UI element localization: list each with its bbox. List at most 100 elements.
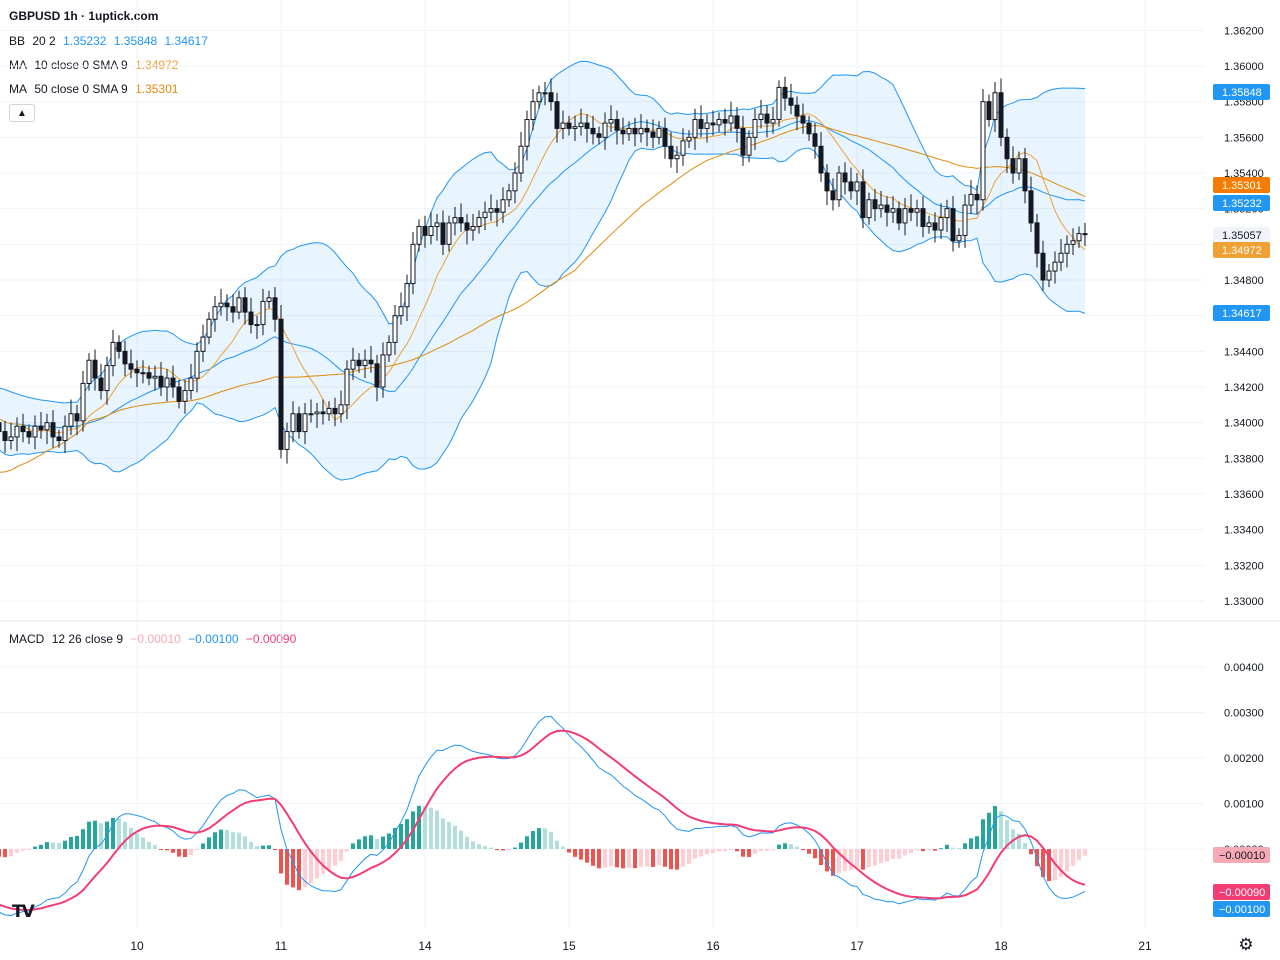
macd-hist-bar	[1023, 842, 1027, 849]
candle-body	[710, 122, 716, 126]
candle-body	[242, 297, 248, 313]
macd-hist-bar	[573, 849, 577, 857]
macd-hist-bar	[957, 848, 961, 850]
tradingview-logo-icon[interactable]: TV	[12, 902, 35, 922]
candle-body	[200, 336, 206, 352]
macd-hist-bar	[81, 829, 85, 849]
price-axis-tick: 1.34400	[1224, 346, 1264, 358]
candle-body	[374, 363, 380, 388]
candle-body	[50, 422, 56, 438]
macd-hist-bar	[1077, 849, 1081, 861]
time-axis-tick: 11	[275, 939, 288, 953]
macd-hist-bar	[495, 849, 499, 851]
candle-body	[308, 413, 314, 416]
macd-hist-bar	[831, 849, 835, 876]
candle-body	[728, 115, 734, 124]
macd-hist-bar	[255, 846, 259, 849]
price-tag-bg	[1213, 227, 1270, 243]
legend-bb-lower: 1.34617	[164, 34, 208, 48]
macd-hist-bar	[99, 823, 103, 849]
candle-body	[818, 145, 824, 174]
macd-hist-bar	[999, 811, 1003, 849]
legend-ma50-value: 1.35301	[135, 82, 179, 96]
candle-body	[896, 208, 902, 224]
candle-body	[428, 226, 434, 236]
legend-ma50[interactable]: MA 50 close 0 SMA 9 1.35301	[9, 82, 182, 96]
macd-axis-tick: 0.00100	[1224, 799, 1264, 811]
candle-body	[86, 359, 92, 384]
macd-hist-bar	[15, 849, 19, 853]
candle-body	[854, 181, 860, 192]
legend-ma10-name: MA	[9, 58, 27, 72]
candle-body	[656, 127, 662, 138]
macd-axis-tick: 0.00200	[1224, 753, 1264, 765]
candle-body	[674, 154, 680, 160]
candle-body	[998, 92, 1004, 138]
macd-hist-bar	[1041, 849, 1045, 878]
candle-body	[704, 122, 710, 129]
macd-hist-bar	[639, 849, 643, 868]
macd-hist-bar	[447, 822, 451, 849]
legend-ma10-value: 1.34972	[135, 58, 179, 72]
candle-body	[566, 122, 572, 129]
candle-body	[1064, 243, 1070, 254]
macd-hist-bar	[471, 841, 475, 849]
macd-hist-bar	[891, 849, 895, 859]
candle-body	[686, 136, 692, 142]
candle-body	[716, 119, 722, 126]
candle-body	[230, 306, 236, 313]
candle-body	[542, 92, 548, 95]
candle-body	[1028, 190, 1034, 224]
candle-body	[74, 413, 80, 422]
bb-fill	[0, 61, 1085, 481]
candle-body	[26, 431, 32, 438]
macd-hist-bar	[561, 846, 565, 849]
price-axis-tick: 1.35600	[1224, 132, 1264, 144]
macd-hist-bar	[501, 849, 505, 851]
macd-hist-bar	[519, 842, 523, 849]
candle-body	[80, 382, 86, 422]
candle-body	[194, 350, 200, 379]
candle-body	[38, 425, 44, 431]
macd-hist-bar	[795, 846, 799, 849]
legend-macd[interactable]: MACD 12 26 close 9 −0.00010 −0.00100 −0.…	[9, 632, 300, 646]
macd-hist-bar	[873, 849, 877, 866]
macd-hist-bar	[867, 849, 871, 868]
candle-body	[1022, 158, 1028, 192]
price-axis-tick: 1.36200	[1224, 25, 1264, 37]
macd-hist-bar	[261, 845, 265, 849]
macd-hist-bar	[405, 819, 409, 849]
candle-body	[932, 222, 938, 231]
macd-tag-bg	[1213, 847, 1270, 863]
candle-body	[662, 127, 668, 147]
chevron-up-icon: ▲	[17, 107, 27, 119]
candle-body	[836, 172, 842, 201]
macd-hist-bar	[789, 844, 793, 849]
macd-hist-bar	[591, 849, 595, 866]
price-tag-label: 1.34617	[1222, 308, 1262, 320]
macd-hist-bar	[141, 837, 145, 849]
legend-ma10[interactable]: MA 10 close 0 SMA 9 1.34972	[9, 58, 182, 72]
macd-hist-bar	[111, 817, 115, 849]
price-axis-tick: 1.33400	[1224, 525, 1264, 537]
collapse-legend-button[interactable]: ▲	[9, 104, 35, 122]
macd-hist-bar	[849, 849, 853, 871]
price-axis-tick: 1.34000	[1224, 418, 1264, 430]
candle-body	[500, 199, 506, 213]
macd-hist-bar	[825, 849, 829, 872]
candle-body	[434, 222, 440, 228]
gear-icon[interactable]: ⚙	[1238, 935, 1254, 954]
candle-body	[296, 413, 302, 433]
macd-hist-bar	[75, 835, 79, 849]
legend-ma50-name: MA	[9, 82, 27, 96]
macd-hist-bar	[219, 829, 223, 849]
price-tag-label: 1.34972	[1222, 245, 1262, 257]
macd-hist-bar	[861, 849, 865, 870]
candle-body	[602, 122, 608, 138]
legend-bb[interactable]: BB 20 2 1.35232 1.35848 1.34617	[9, 34, 212, 48]
price-tag-bg	[1213, 84, 1270, 100]
candle-body	[380, 354, 386, 388]
macd-hist-bar	[549, 832, 553, 849]
candle-body	[794, 104, 800, 117]
